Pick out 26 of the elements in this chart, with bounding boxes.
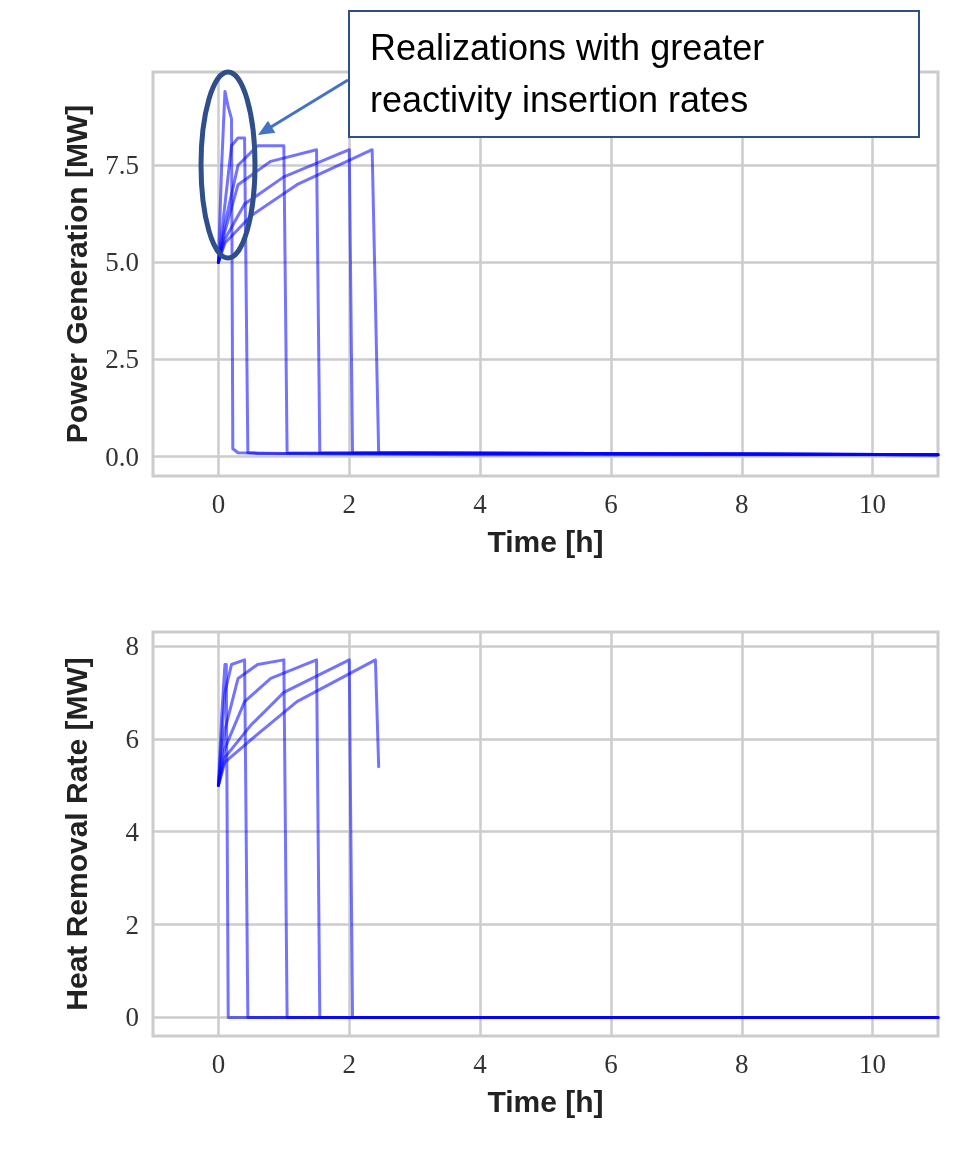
y-axis-title: Power Generation [MW] [59, 104, 93, 444]
y-tick-label: 8 [125, 630, 139, 661]
x-axis-title: Time [h] [487, 1084, 604, 1118]
x-tick-label: 2 [342, 1048, 356, 1079]
y-tick-label: 6 [125, 723, 139, 754]
y-tick-label: 0 [125, 1002, 139, 1033]
y-axis-title: Heat Removal Rate [MW] [59, 657, 93, 1011]
callout-box: Realizations with greater reactivity insertion rates [348, 10, 920, 138]
y-tick-label: 4 [125, 816, 140, 847]
x-tick-label: 2 [342, 488, 356, 519]
x-tick-label: 0 [211, 488, 226, 519]
x-tick-label: 8 [735, 488, 749, 519]
x-tick-label: 0 [211, 1048, 226, 1079]
y-tick-label: 5.0 [105, 247, 139, 278]
x-tick-label: 8 [735, 1048, 749, 1079]
x-axis-title: Time [h] [487, 524, 604, 558]
x-tick-label: 4 [473, 1048, 488, 1079]
x-tick-label: 6 [604, 488, 618, 519]
x-tick-label: 6 [604, 1048, 618, 1079]
y-tick-label: 2 [125, 909, 139, 940]
x-tick-label: 10 [859, 1048, 887, 1079]
x-tick-label: 10 [859, 488, 887, 519]
x-tick-label: 4 [473, 488, 488, 519]
y-tick-label: 2.5 [105, 344, 139, 375]
y-tick-label: 7.5 [105, 150, 139, 181]
y-tick-label: 0.0 [105, 441, 139, 472]
